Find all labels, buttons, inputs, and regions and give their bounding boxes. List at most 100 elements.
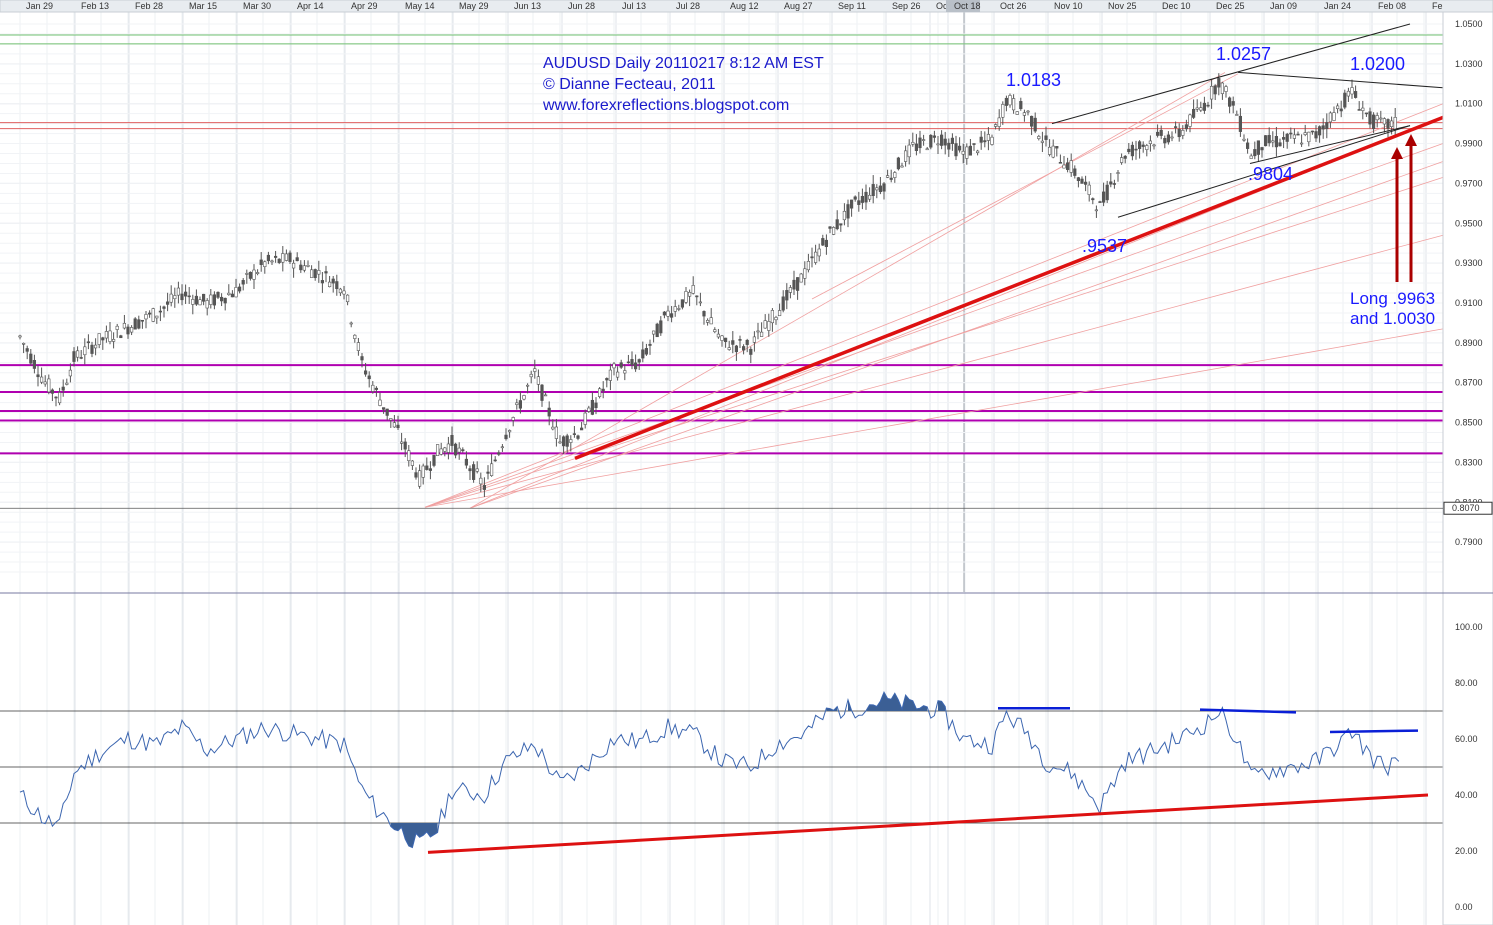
candle-body	[561, 436, 566, 447]
candlesticks	[18, 73, 1397, 498]
rsi-line	[19, 690, 1400, 849]
candle-body	[184, 291, 188, 297]
labels: AUDUSD Daily 20110217 8:12 AM EST © Dian…	[542, 44, 1435, 328]
candle-body	[220, 296, 224, 302]
candle-body	[813, 251, 818, 263]
candle-body	[810, 256, 814, 259]
candle-body	[1217, 78, 1221, 88]
candle-body	[907, 144, 911, 158]
candle-body	[1138, 141, 1142, 150]
candle-body	[79, 357, 83, 359]
candle-body	[1123, 155, 1127, 159]
candle-body	[1011, 98, 1016, 111]
candle-body	[972, 143, 976, 145]
rsi-tick-label: 40.00	[1455, 790, 1478, 800]
candle-body	[65, 382, 69, 385]
candle-body	[356, 342, 361, 351]
price-tick-label: 0.8500	[1455, 418, 1483, 428]
candle-body	[248, 271, 253, 279]
candle-body	[471, 464, 476, 480]
candle-body	[767, 321, 771, 331]
date-tick-label: Dec 10	[1162, 1, 1191, 11]
candle-body	[731, 340, 735, 345]
candle-body	[1120, 157, 1124, 163]
candle-body	[1274, 135, 1278, 148]
arrow-long-1-head	[1391, 147, 1403, 159]
date-tick-label: Jan 09	[1270, 1, 1297, 11]
date-tick-label: Aug 12	[730, 1, 759, 11]
candle-body	[630, 359, 634, 366]
candle-body	[1393, 117, 1397, 130]
candle-body	[417, 470, 422, 487]
candle-body	[878, 185, 882, 193]
candle-body	[1382, 118, 1386, 125]
candle-body	[238, 286, 242, 292]
candle-body	[140, 319, 145, 322]
candle-body	[403, 441, 407, 450]
candle-body	[115, 325, 119, 330]
candle-body	[281, 253, 285, 263]
candle-body	[882, 183, 886, 192]
candle-body	[1084, 181, 1088, 185]
date-tick-label: Feb 13	[81, 1, 109, 11]
candle-body	[669, 313, 674, 318]
price-annotation: Long .9963	[1350, 289, 1435, 308]
candle-body	[741, 346, 746, 351]
candle-body	[119, 335, 123, 339]
candle-body	[435, 444, 440, 457]
candle-body	[608, 369, 612, 381]
candle-body	[151, 308, 155, 322]
candle-body	[799, 273, 803, 283]
candle-body	[309, 269, 314, 278]
candle-body	[1051, 145, 1055, 158]
candle-body	[1098, 201, 1102, 203]
candle-body	[137, 319, 141, 329]
candle-body	[1163, 138, 1167, 144]
candle-body	[662, 311, 666, 316]
candle-body	[633, 362, 638, 370]
price-tick-label: 0.9300	[1455, 258, 1483, 268]
candle-body	[893, 172, 897, 178]
candle-body	[486, 471, 490, 474]
candle-body	[306, 264, 310, 267]
candle-body	[738, 339, 742, 341]
date-tick-label: Apr 14	[297, 1, 324, 11]
candle-body	[864, 191, 868, 203]
candle-body	[993, 124, 998, 127]
candle-body	[806, 261, 810, 271]
candle-body	[1019, 101, 1023, 110]
candle-body	[1066, 162, 1070, 170]
candle-body	[932, 135, 936, 138]
candle-body	[1091, 198, 1095, 201]
candle-body	[1350, 87, 1354, 95]
candle-body	[349, 322, 353, 325]
candle-body	[551, 426, 555, 430]
candle-body	[543, 394, 548, 397]
candle-body	[29, 353, 33, 364]
channel-lines	[1051, 23, 1444, 218]
candle-body	[727, 347, 731, 350]
candle-body	[533, 368, 537, 372]
candle-body	[86, 341, 90, 344]
candle-body	[759, 331, 764, 337]
arrow-long-2-head	[1405, 134, 1417, 146]
candle-body	[18, 335, 22, 338]
rsi-trendline	[427, 793, 1429, 854]
candle-body	[133, 318, 137, 330]
date-tick-label: Feb 28	[135, 1, 163, 11]
candle-body	[399, 441, 404, 444]
price-tick-label: 0.9100	[1455, 298, 1483, 308]
candle-body	[903, 150, 908, 162]
date-tick-label: Dec 25	[1216, 1, 1245, 11]
candle-body	[410, 460, 415, 466]
candle-body	[1267, 134, 1271, 144]
candle-body	[684, 291, 688, 303]
date-tick-label: Mar 15	[189, 1, 217, 11]
candle-body	[367, 375, 371, 380]
candle-body	[1210, 86, 1214, 100]
rsi-resistance-2	[1199, 708, 1297, 714]
candle-body	[230, 293, 235, 298]
candle-body	[464, 458, 469, 466]
price-tick-label: 0.9500	[1455, 218, 1483, 228]
fan-line	[424, 103, 1444, 508]
